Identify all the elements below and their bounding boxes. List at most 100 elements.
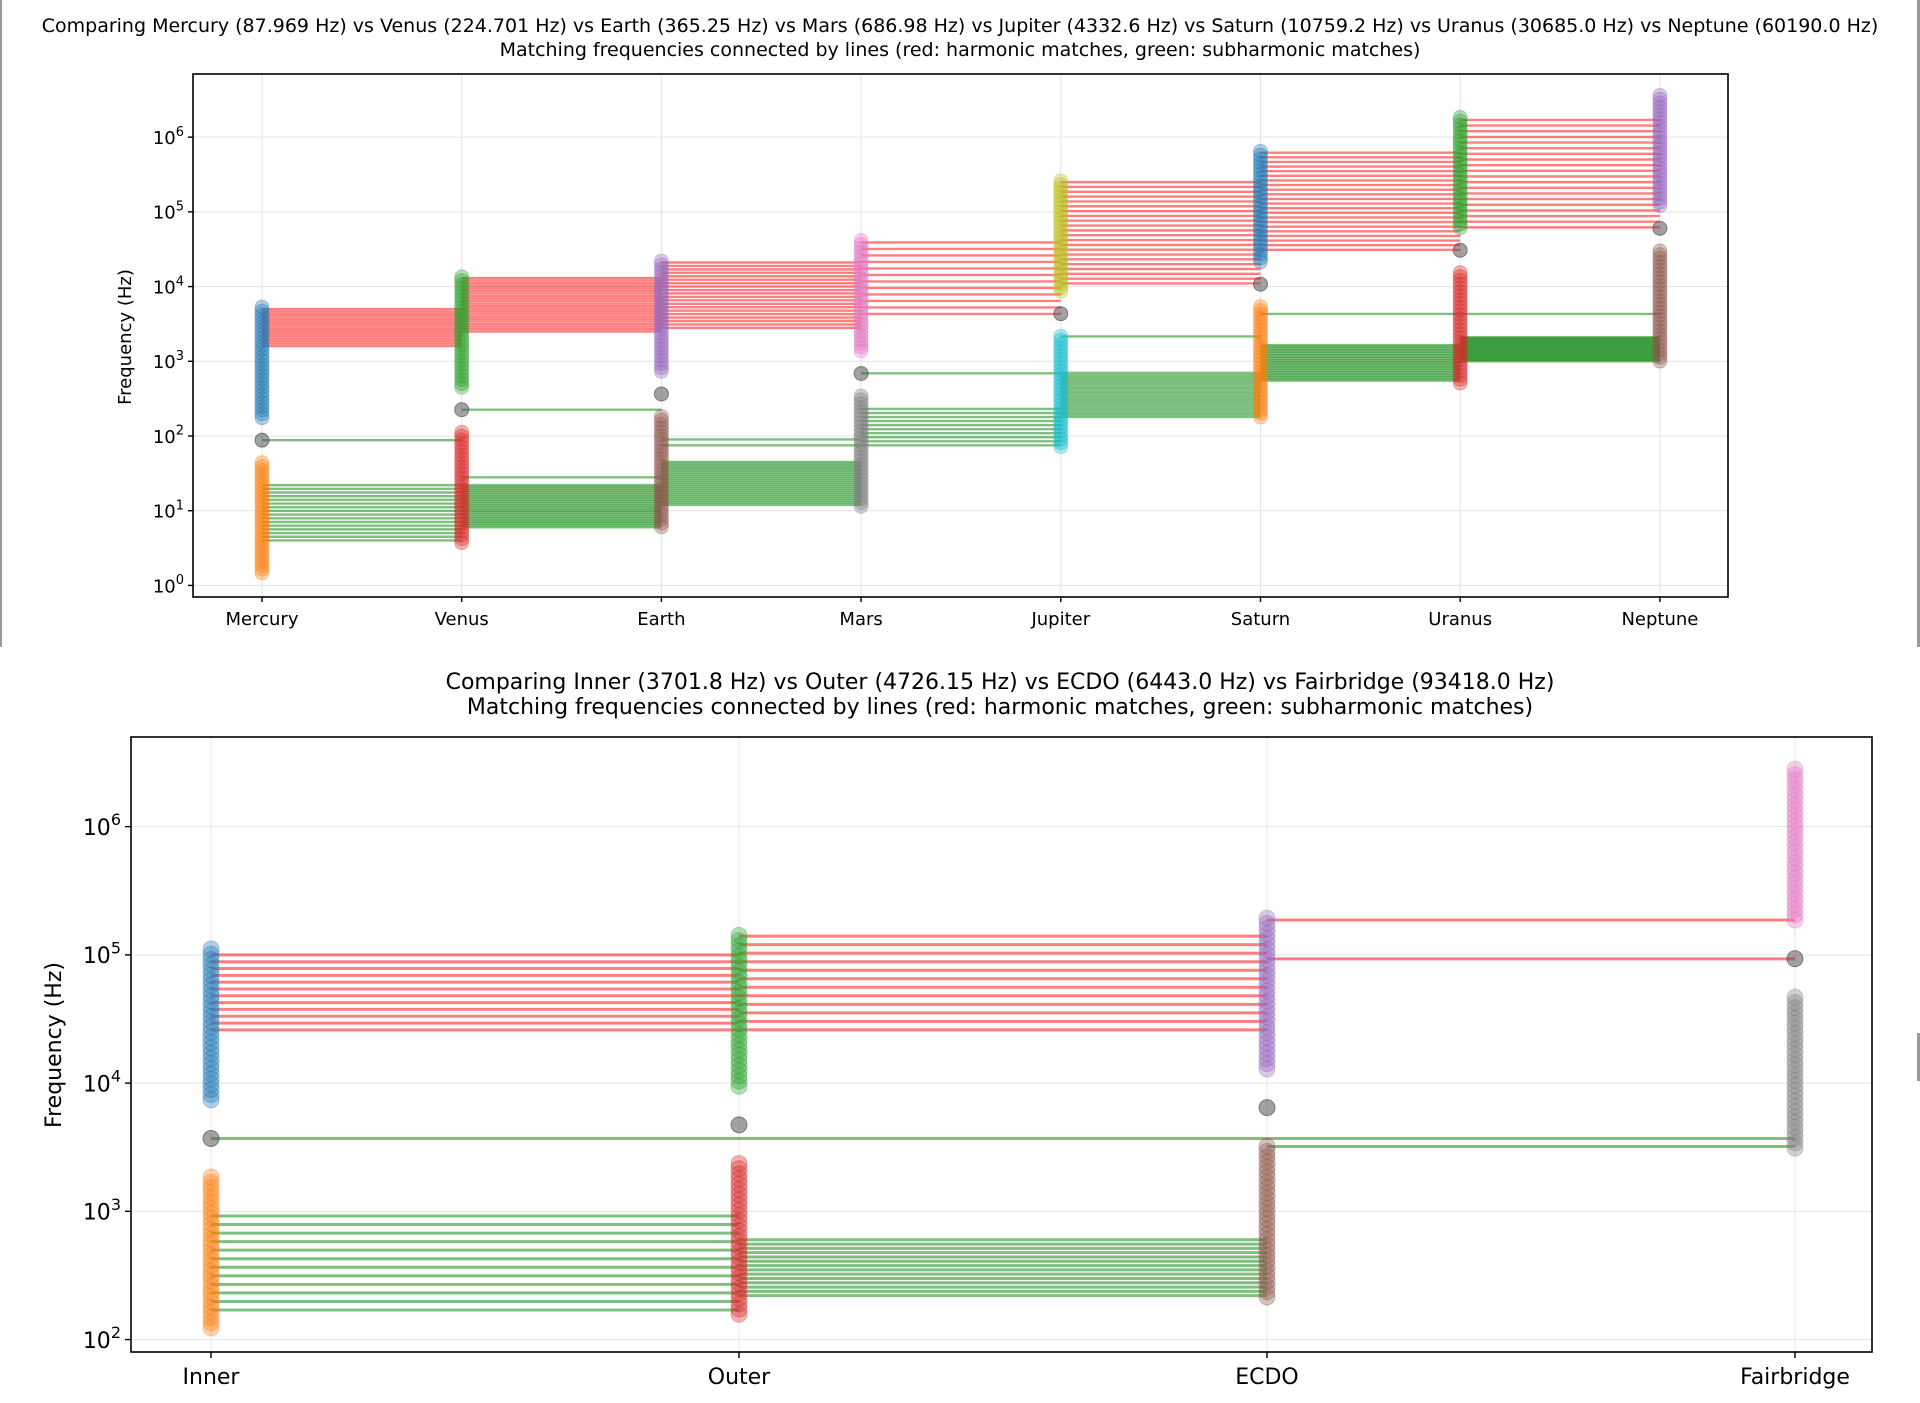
subharmonic-point-inner <box>202 1293 220 1311</box>
harmonic-point-venus <box>454 330 470 346</box>
harmonic-point-mars <box>853 233 869 249</box>
subharmonic-point-inner <box>202 1272 220 1290</box>
subharmonic-point-uranus <box>1452 371 1468 387</box>
harmonic-point-inner <box>202 1008 220 1026</box>
harmonic-point-outer <box>730 999 748 1017</box>
harmonic-point-earth <box>653 287 669 303</box>
harmonic-point-earth <box>653 299 669 315</box>
subharmonic-point-ecdo <box>1258 1231 1276 1249</box>
subharmonic-point-ecdo <box>1258 1184 1276 1202</box>
subharmonic-point-saturn <box>1253 302 1268 318</box>
harmonic-point-outer <box>730 994 748 1012</box>
harmonic-point-mercury <box>254 322 270 338</box>
subharmonic-point-outer <box>730 1284 748 1302</box>
subharmonic-point-neptune <box>1652 266 1668 282</box>
subharmonic-point-jupiter <box>1053 328 1069 344</box>
subharmonic-point-venus <box>454 477 470 493</box>
harmonic-point-saturn <box>1253 197 1268 213</box>
subharmonic-point-outer <box>730 1300 748 1318</box>
harmonic-point-ecdo <box>1258 925 1276 943</box>
harmonic-point-ecdo <box>1258 935 1276 953</box>
harmonic-point-saturn <box>1253 238 1268 254</box>
harmonic-point-jupiter <box>1053 272 1069 288</box>
harmonic-point-uranus <box>1452 189 1468 205</box>
base-frequency-point-outer <box>730 1116 748 1134</box>
subharmonic-point-uranus <box>1452 356 1468 372</box>
subharmonic-point-mercury <box>254 504 270 520</box>
subharmonic-point-neptune <box>1652 338 1668 354</box>
harmonic-point-jupiter <box>1053 203 1069 219</box>
subharmonic-point-earth <box>653 447 669 463</box>
harmonic-point-fairbridge <box>1786 812 1804 830</box>
subharmonic-point-uranus <box>1452 284 1468 300</box>
subharmonic-point-earth <box>653 439 669 455</box>
x-tick-label-mercury: Mercury <box>226 609 299 630</box>
harmonic-point-ecdo <box>1258 961 1276 979</box>
harmonic-point-venus <box>454 375 470 391</box>
subharmonic-point-uranus <box>1452 314 1468 330</box>
base-frequency-point-jupiter <box>1053 306 1069 322</box>
subharmonic-point-uranus <box>1452 326 1468 342</box>
harmonic-point-jupiter <box>1053 188 1069 204</box>
subharmonic-point-ecdo <box>1258 1262 1276 1280</box>
harmonic-point-earth <box>653 322 669 338</box>
harmonic-point-fairbridge <box>1786 791 1804 809</box>
subharmonic-point-jupiter <box>1053 366 1069 382</box>
y-tick-label: 103 <box>83 1195 121 1226</box>
harmonic-point-mercury <box>254 391 270 407</box>
harmonic-point-fairbridge <box>1786 895 1804 913</box>
subharmonic-point-venus <box>454 504 470 520</box>
harmonic-point-jupiter <box>1053 257 1069 273</box>
subharmonic-point-jupiter <box>1053 416 1069 432</box>
harmonic-point-inner <box>202 997 220 1015</box>
harmonic-point-mercury <box>254 387 270 403</box>
subharmonic-point-mercury <box>254 455 270 471</box>
subharmonic-point-mercury <box>254 515 270 531</box>
harmonic-point-saturn <box>1253 185 1268 201</box>
subharmonic-point-fairbridge <box>1786 1040 1804 1058</box>
y-tick-label: 104 <box>153 274 184 298</box>
subharmonic-point-mercury <box>254 512 270 528</box>
subharmonic-point-earth <box>653 412 669 428</box>
subharmonic-point-mars <box>853 498 869 514</box>
subharmonic-point-outer <box>730 1264 748 1282</box>
subharmonic-point-mercury <box>254 542 270 558</box>
harmonic-point-earth <box>653 360 669 376</box>
subharmonic-point-venus <box>454 512 470 528</box>
subharmonic-point-outer <box>730 1258 748 1276</box>
subharmonic-point-mercury <box>254 538 270 554</box>
subharmonic-point-jupiter <box>1053 378 1069 394</box>
harmonic-point-jupiter <box>1053 173 1069 189</box>
harmonic-point-outer <box>730 1004 748 1022</box>
harmonic-point-neptune <box>1652 179 1668 195</box>
subharmonic-point-venus <box>454 451 470 467</box>
window-edge-right-lower <box>1917 1033 1920 1081</box>
subharmonic-point-saturn <box>1253 367 1268 383</box>
subharmonic-point-mercury <box>254 458 270 474</box>
harmonic-point-mercury <box>254 383 270 399</box>
subharmonic-point-venus <box>454 531 470 547</box>
subharmonic-point-mars <box>853 475 869 491</box>
subharmonic-point-jupiter <box>1053 423 1069 439</box>
harmonic-point-inner <box>202 1060 220 1078</box>
subharmonic-point-neptune <box>1652 254 1668 270</box>
harmonic-point-mars <box>853 294 869 310</box>
subharmonic-point-mercury <box>254 474 270 490</box>
harmonic-point-mars <box>853 305 869 321</box>
harmonic-point-mars <box>853 263 869 279</box>
subharmonic-point-mars <box>853 468 869 484</box>
harmonic-point-venus <box>454 296 470 312</box>
harmonic-point-inner <box>202 1070 220 1088</box>
harmonic-point-neptune <box>1652 103 1668 119</box>
subharmonic-point-outer <box>730 1170 748 1188</box>
subharmonic-point-ecdo <box>1258 1220 1276 1238</box>
subharmonic-point-outer <box>730 1201 748 1219</box>
subharmonic-point-inner <box>202 1199 220 1217</box>
harmonic-point-inner <box>202 945 220 963</box>
subharmonic-point-neptune <box>1652 330 1668 346</box>
harmonic-point-venus <box>454 273 470 289</box>
subharmonic-point-mars <box>853 396 869 412</box>
subharmonic-point-earth <box>653 519 669 535</box>
harmonic-point-fairbridge <box>1786 760 1804 778</box>
harmonic-point-uranus <box>1452 204 1468 220</box>
